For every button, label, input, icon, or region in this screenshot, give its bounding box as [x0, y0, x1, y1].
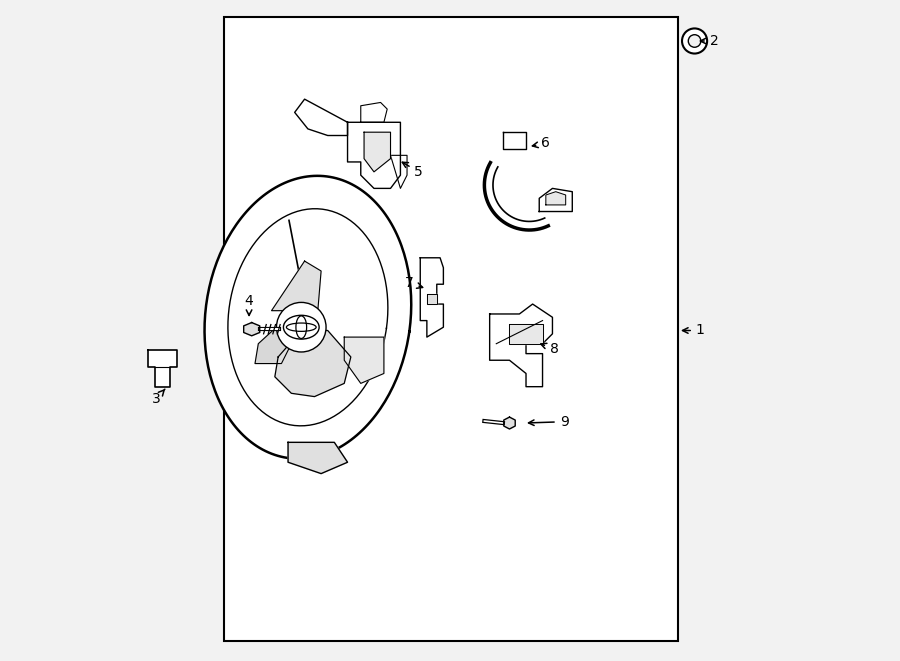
Polygon shape	[545, 192, 566, 205]
Polygon shape	[490, 304, 553, 387]
Polygon shape	[288, 442, 347, 473]
Text: 2: 2	[700, 34, 718, 48]
Text: 7: 7	[405, 276, 423, 290]
Polygon shape	[274, 330, 351, 397]
Ellipse shape	[276, 302, 326, 352]
Text: 8: 8	[541, 342, 559, 356]
Polygon shape	[294, 99, 347, 136]
Polygon shape	[361, 102, 387, 122]
Text: 1: 1	[682, 323, 705, 338]
Ellipse shape	[682, 28, 707, 54]
Polygon shape	[364, 132, 391, 172]
Polygon shape	[344, 337, 384, 383]
Polygon shape	[504, 417, 515, 429]
Polygon shape	[427, 294, 436, 304]
Polygon shape	[503, 132, 526, 149]
Polygon shape	[509, 324, 543, 344]
Text: 9: 9	[528, 414, 569, 429]
Text: 3: 3	[151, 389, 165, 407]
Bar	[224, 17, 678, 641]
Text: 4: 4	[245, 293, 254, 315]
Polygon shape	[391, 155, 407, 188]
Polygon shape	[347, 122, 400, 188]
Polygon shape	[539, 188, 572, 212]
Text: 6: 6	[533, 136, 550, 151]
Text: 5: 5	[402, 162, 423, 179]
Polygon shape	[244, 323, 260, 336]
Polygon shape	[255, 307, 302, 364]
Polygon shape	[272, 261, 321, 311]
Polygon shape	[204, 176, 411, 459]
Polygon shape	[148, 350, 177, 387]
Ellipse shape	[688, 35, 701, 48]
Polygon shape	[420, 258, 444, 337]
